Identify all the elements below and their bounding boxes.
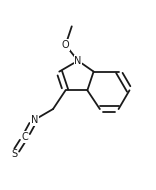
Text: C: C bbox=[22, 132, 28, 142]
Text: O: O bbox=[62, 40, 69, 50]
Text: S: S bbox=[11, 149, 17, 159]
Text: N: N bbox=[74, 56, 82, 66]
Text: N: N bbox=[31, 115, 38, 125]
